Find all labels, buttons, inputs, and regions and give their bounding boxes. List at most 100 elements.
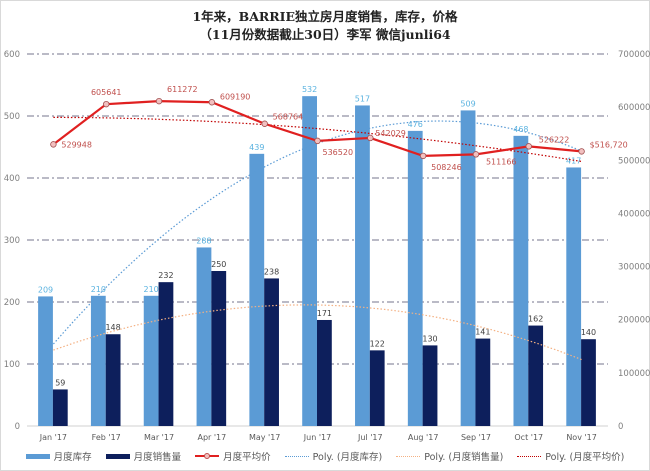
- legend-item-sales: 月度销售量: [105, 449, 182, 463]
- data-label-price: 611272: [167, 85, 198, 94]
- bar-inventory: [196, 247, 212, 426]
- x-axis-tick-label: Nov '17: [566, 433, 597, 442]
- bar-sales: [317, 319, 332, 426]
- legend-label: Poly. (月度销售量): [424, 452, 504, 463]
- trendline-inventory: [52, 120, 582, 345]
- data-label-price: 526222: [539, 135, 570, 144]
- price-marker: [472, 151, 480, 158]
- bar-inventory: [302, 96, 317, 426]
- data-label-price: 568764: [273, 113, 304, 122]
- legend: 月度库存 月度销售量 月度平均价 Poly. (月度库存) Poly. (月度销…: [0, 446, 650, 466]
- x-axis-tick-label: May '17: [249, 433, 280, 442]
- bar-inventory: [460, 110, 476, 427]
- x-axis-tick-label: Apr '17: [197, 433, 226, 442]
- bar-sales: [369, 350, 385, 426]
- data-label-price: 529948: [61, 140, 92, 149]
- legend-item-inventory: 月度库存: [25, 449, 92, 463]
- bar-sales: [211, 271, 227, 426]
- legend-swatch-trend-sales: [396, 455, 421, 457]
- bar-inventory: [143, 295, 159, 426]
- data-label-inventory: 210: [144, 285, 159, 294]
- legend-swatch-price: [195, 453, 220, 459]
- x-axis-tick-label: Jul '17: [357, 433, 383, 442]
- data-label-sales: 130: [422, 334, 437, 343]
- bar-sales: [52, 389, 68, 426]
- price-marker: [103, 100, 110, 108]
- data-label-inventory: 476: [408, 120, 423, 129]
- bar-inventory: [249, 153, 265, 426]
- x-axis-tick-label: Feb '17: [92, 433, 121, 442]
- chart-subtitle: （11月份数据截止30日）李军 微信junli64: [199, 27, 451, 42]
- left-axis-tick-label: 600: [4, 50, 20, 60]
- bar-sales: [422, 345, 438, 426]
- legend-item-trend-inventory: Poly. (月度库存): [284, 449, 383, 463]
- data-label-price: 609190: [220, 92, 251, 101]
- left-axis-tick-label: 500: [4, 112, 20, 122]
- legend-item-trend-price: Poly. (月度平均价): [517, 449, 624, 463]
- trendline-price: [53, 116, 582, 163]
- x-axis-tick-label: Aug '17: [408, 433, 439, 442]
- data-label-sales: 141: [475, 328, 490, 337]
- data-label-sales: 59: [55, 378, 65, 387]
- data-label-price: 511166: [486, 157, 517, 166]
- data-label-sales: 122: [370, 339, 385, 348]
- right-axis-tick-label: 600000: [618, 103, 650, 113]
- data-label-inventory: 532: [302, 85, 317, 94]
- price-line: [52, 100, 582, 158]
- right-axis-tick-label: 200000: [618, 316, 650, 326]
- data-label-inventory: 209: [38, 285, 53, 294]
- bar-inventory: [38, 296, 53, 426]
- left-axis-tick-label: 100: [4, 360, 20, 370]
- price-marker: [578, 148, 585, 155]
- x-axis-tick-label: Jan '17: [39, 433, 67, 442]
- data-label-sales: 250: [211, 260, 226, 269]
- bar-sales: [264, 278, 279, 426]
- data-label-price: $516,720: [590, 140, 628, 149]
- legend-label: Poly. (月度平均价): [545, 452, 625, 463]
- price-marker: [261, 120, 268, 127]
- price-marker: [367, 134, 374, 142]
- legend-label: 月度销售量: [133, 452, 182, 463]
- data-label-inventory: 468: [513, 125, 528, 134]
- data-label-inventory: 417: [566, 156, 581, 165]
- right-axis-tick-label: 700000: [618, 50, 650, 60]
- legend-swatch-trend-inventory: [284, 455, 309, 457]
- data-label-sales: 232: [158, 271, 173, 280]
- right-axis-tick-label: 0: [618, 422, 623, 432]
- x-axis-tick-label: Oct '17: [514, 433, 543, 442]
- bar-sales: [475, 338, 491, 426]
- data-label-sales: 148: [105, 323, 120, 332]
- right-axis-tick-label: 300000: [618, 263, 650, 273]
- left-axis-tick-label: 400: [4, 174, 20, 184]
- data-label-inventory: 509: [460, 99, 475, 108]
- right-axis-tick-label: 500000: [618, 156, 650, 166]
- left-axis-tick-label: 300: [4, 236, 20, 246]
- legend-swatch-sales: [105, 453, 130, 459]
- price-marker: [419, 152, 427, 160]
- right-axis-tick-label: 400000: [618, 209, 650, 219]
- bar-sales: [581, 339, 596, 426]
- legend-swatch-trend-price: [517, 455, 542, 457]
- bar-inventory: [90, 295, 106, 426]
- data-label-sales: 171: [317, 309, 332, 318]
- bar-inventory: [355, 105, 370, 427]
- left-axis-tick-label: 0: [15, 422, 20, 432]
- x-axis-tick-label: Jun '17: [303, 433, 331, 442]
- bar-inventory: [407, 130, 423, 426]
- price-marker: [525, 143, 532, 150]
- price-marker: [50, 141, 57, 148]
- bar-sales: [528, 325, 544, 426]
- bar-sales: [105, 334, 121, 426]
- bar-inventory: [566, 167, 582, 426]
- legend-label: 月度库存: [53, 452, 92, 463]
- data-label-sales: 140: [581, 328, 596, 337]
- right-axis-tick-label: 100000: [618, 369, 650, 379]
- legend-label: Poly. (月度库存): [312, 452, 383, 463]
- legend-label: 月度平均价: [223, 452, 271, 463]
- data-label-price: 508246: [431, 163, 462, 172]
- data-label-inventory: 210: [91, 285, 106, 294]
- chart-title: 1年来，BARRIE独立房月度销售，库存，价格: [192, 9, 458, 24]
- price-marker: [155, 97, 163, 105]
- data-label-inventory: 288: [196, 236, 211, 245]
